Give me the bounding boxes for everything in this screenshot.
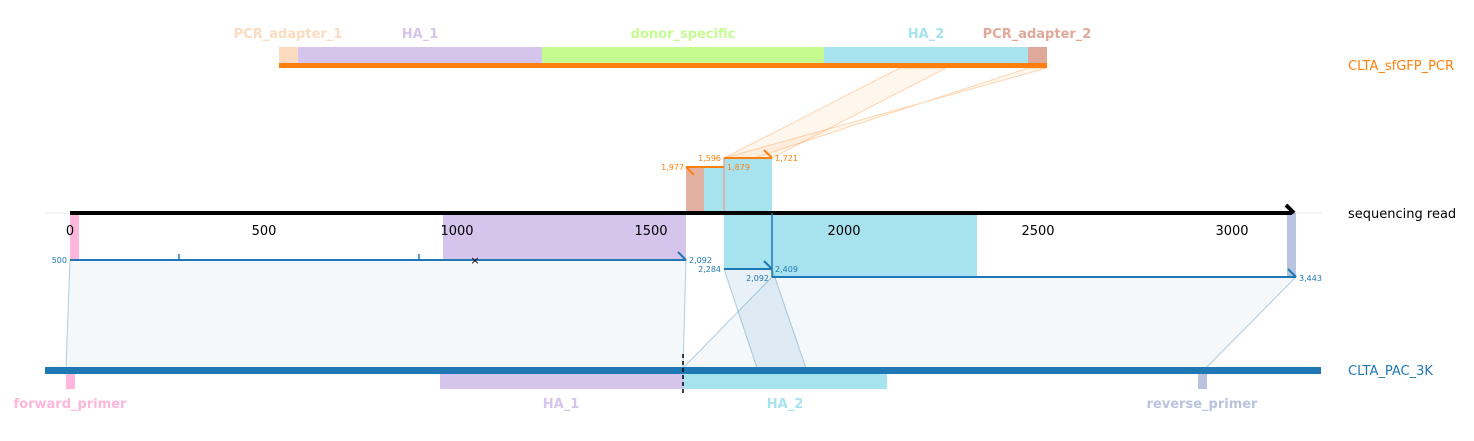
read-tick-label: 500 [252,224,277,239]
top-alignment-label-3: 1,879 [727,163,750,172]
deletion-marker: × [470,254,479,267]
read-tick-label: 1500 [634,224,667,239]
read-tick-label: 2500 [1021,224,1054,239]
reverse-primer-projection [1287,213,1296,277]
forward-primer-projection [70,213,79,260]
top-reference-bar [279,63,1047,68]
feature-pcr-adapter-2-box [1028,47,1047,63]
top-alignment-label-4: 1,721 [775,154,798,163]
bottom-reference: forward_primer HA_1 HA_2 reverse_primer … [14,354,1433,412]
top-reference: PCR_adapter_1 HA_1 donor_specific HA_2 P… [234,27,1454,74]
feature-ha-1-box [298,47,542,63]
feature-ha-2-bottom-label: HA_2 [767,397,804,412]
bottom-reference-name: CLTA_PAC_3K [1348,364,1433,379]
top-alignment-label-1: 1,977 [661,163,684,172]
read-name: sequencing read [1348,207,1456,222]
feature-pcr-adapter-1-box [279,47,298,63]
ha-2-projection-top [724,158,772,213]
ha-2-projection-bottom-a [724,213,772,269]
feature-ha-1-bottom-label: HA_1 [543,397,580,412]
bottom-alignment-label-1: 500 [52,256,67,265]
feature-ha-2-bottom-box [683,374,887,389]
sequencing-read: sequencing read 0 500 1000 1500 2000 250… [45,203,1456,239]
bottom-alignment-label-5: 2,092 [746,274,769,283]
feature-pcr-adapter-2-label: PCR_adapter_2 [983,27,1092,42]
top-alignments: 1,977 1,596 1,879 1,721 [661,67,1048,213]
feature-ha-2-label: HA_2 [908,27,945,42]
feature-reverse-primer-box [1198,374,1207,389]
top-reference-name: CLTA_sfGFP_PCR [1348,59,1454,74]
bottom-alignment-label-6: 3,443 [1299,274,1322,283]
feature-ha-2-box [824,47,1028,63]
read-tick-label: 3000 [1215,224,1248,239]
bottom-alignment-label-2: 2,092 [689,256,712,265]
bottom-alignment-fan-1 [65,259,687,369]
bottom-alignment-fan-3 [681,276,1298,369]
top-alignment-1-arrow [685,166,695,176]
read-tick-label: 2000 [827,224,860,239]
bottom-alignments: × 500 2,092 2,284 2,409 2,092 3,443 [52,213,1322,283]
pcr-adapter-2-projection [686,167,704,213]
bottom-projections [65,213,1298,369]
read-ticks: 0 500 1000 1500 2000 2500 3000 [66,224,1249,239]
feature-ha-1-bottom-box [440,374,683,389]
feature-donor-specific-box [542,47,824,63]
read-direction-arrow [1284,203,1296,215]
feature-donor-specific-label: donor_specific [631,27,736,42]
top-alignment-label-2: 1,596 [698,154,721,163]
bottom-alignment-2-arrow [763,260,773,270]
top-alignment-2-arrow [763,149,773,159]
bottom-alignment-3-arrow [1287,268,1297,278]
feature-reverse-primer-label: reverse_primer [1147,397,1259,412]
top-alignment-fan-1 [723,67,947,159]
feature-ha-1-label: HA_1 [402,27,439,42]
feature-forward-primer-label: forward_primer [14,397,128,412]
read-tick-label: 1000 [440,224,473,239]
feature-pcr-adapter-1-label: PCR_adapter_1 [234,27,343,42]
ha-2-projection-bottom-b [772,213,977,277]
ha-1-projection [443,213,686,260]
read-tick-label: 0 [66,224,74,239]
bottom-alignment-1-arrow [677,251,687,261]
bottom-alignment-label-4: 2,409 [775,265,798,274]
ha-2-projection-top-left [704,167,724,213]
bottom-alignment-label-3: 2,284 [698,265,721,274]
feature-forward-primer-box [66,374,75,389]
